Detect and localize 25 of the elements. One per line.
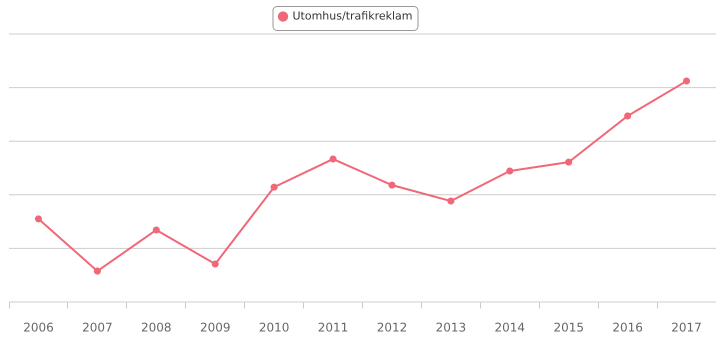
x-tick-label: 2011 bbox=[318, 320, 348, 334]
x-tick-label: 2009 bbox=[200, 320, 230, 334]
point bbox=[212, 260, 219, 268]
point bbox=[565, 158, 572, 166]
point bbox=[683, 78, 690, 85]
point bbox=[447, 198, 454, 205]
point bbox=[506, 167, 514, 175]
x-tick-label: 2013 bbox=[436, 320, 466, 334]
x-tick-label: 2016 bbox=[612, 320, 643, 334]
point bbox=[330, 156, 337, 163]
x-tick-label: 2007 bbox=[82, 320, 113, 334]
x-tick-label: 2015 bbox=[553, 320, 584, 334]
x-tick-label: 2010 bbox=[258, 320, 290, 334]
point bbox=[388, 182, 396, 189]
x-tick-label: 2008 bbox=[141, 320, 172, 334]
x-tick-label: 2014 bbox=[494, 320, 526, 334]
legend-label: Utomhus/trafikreklam bbox=[292, 10, 412, 22]
point bbox=[94, 268, 101, 275]
point bbox=[34, 215, 42, 222]
x-tick-label: 2017 bbox=[671, 320, 702, 334]
x-tick-label: 2012 bbox=[376, 320, 408, 334]
x-tick-label: 2006 bbox=[23, 320, 54, 334]
point bbox=[270, 184, 278, 191]
point bbox=[624, 112, 632, 120]
point bbox=[152, 226, 160, 234]
